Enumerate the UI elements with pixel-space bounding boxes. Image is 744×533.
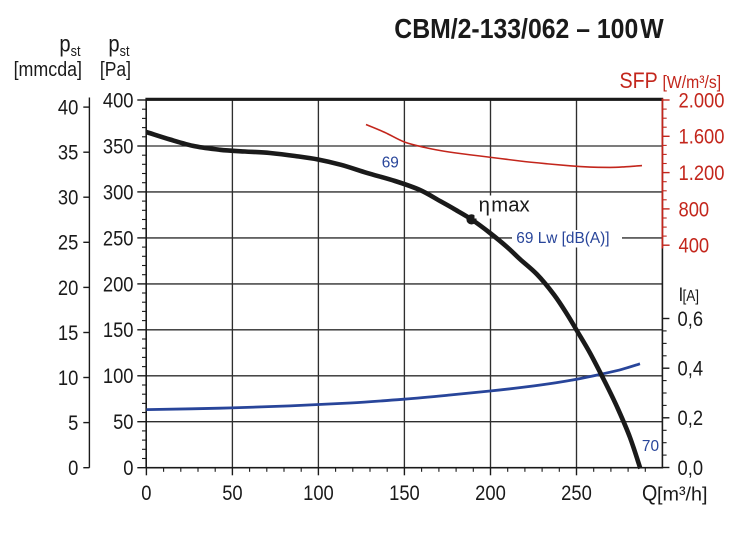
svg-text:[mmcda]: [mmcda] (14, 59, 82, 81)
svg-text:5: 5 (68, 412, 78, 435)
svg-text:20: 20 (58, 277, 78, 300)
svg-text:10: 10 (58, 367, 78, 390)
svg-text:η: η (479, 195, 490, 217)
svg-text:350: 350 (103, 135, 134, 158)
svg-text:100: 100 (103, 365, 134, 388)
svg-text:250: 250 (561, 482, 592, 505)
svg-text:69 Lw [dB(A)]: 69 Lw [dB(A)] (516, 230, 609, 247)
svg-text:35: 35 (58, 141, 78, 164)
svg-text:1.600: 1.600 (679, 126, 725, 149)
svg-text:Q: Q (642, 481, 657, 505)
svg-text:max: max (491, 195, 529, 217)
svg-text:200: 200 (103, 273, 134, 296)
svg-text:50: 50 (222, 482, 242, 505)
svg-text:150: 150 (389, 482, 420, 505)
svg-text:0,4: 0,4 (678, 357, 704, 380)
svg-text:CBM/2-133/062 – 100 W: CBM/2-133/062 – 100 W (394, 13, 664, 45)
svg-text:0,2: 0,2 (678, 407, 704, 430)
svg-text:[W/m³/s]: [W/m³/s] (663, 72, 722, 92)
svg-text:0: 0 (141, 482, 151, 505)
svg-text:400: 400 (679, 235, 710, 258)
svg-text:[Pa]: [Pa] (100, 58, 131, 80)
svg-text:100: 100 (303, 482, 334, 505)
svg-text:0,0: 0,0 (678, 457, 704, 480)
svg-text:250: 250 (103, 227, 134, 250)
svg-text:40: 40 (58, 96, 78, 119)
svg-text:0,6: 0,6 (678, 308, 704, 331)
svg-text:150: 150 (103, 319, 134, 342)
svg-text:15: 15 (58, 322, 78, 345)
svg-text:70: 70 (642, 438, 659, 455)
svg-text:[m³/h]: [m³/h] (657, 484, 708, 506)
svg-text:I: I (679, 283, 684, 305)
svg-text:0: 0 (68, 457, 78, 480)
svg-text:50: 50 (113, 411, 133, 434)
svg-text:0: 0 (123, 457, 133, 480)
svg-text:200: 200 (475, 482, 506, 505)
svg-text:69: 69 (382, 154, 399, 171)
svg-text:30: 30 (58, 187, 78, 210)
svg-text:25: 25 (58, 232, 78, 255)
svg-text:300: 300 (103, 181, 134, 204)
svg-text:2.000: 2.000 (679, 89, 725, 112)
svg-text:[A]: [A] (683, 288, 700, 305)
svg-text:1.200: 1.200 (679, 162, 725, 185)
svg-text:400: 400 (103, 89, 134, 112)
svg-text:SFP: SFP (620, 69, 658, 93)
svg-text:800: 800 (679, 198, 710, 221)
